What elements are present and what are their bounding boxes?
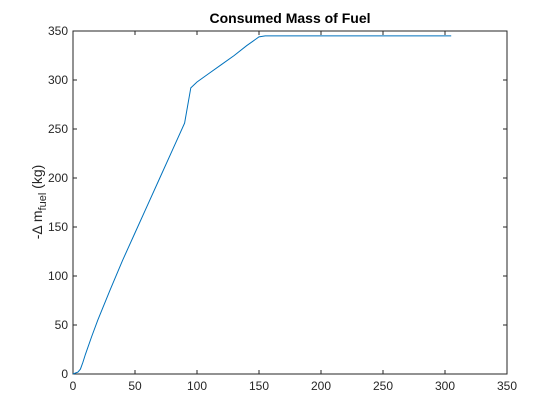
y-tick-label: 150 [48, 220, 68, 234]
y-axis-label-suffix: (kg) [29, 165, 45, 193]
y-tick-label: 0 [61, 367, 68, 381]
x-tick-label: 0 [70, 379, 77, 393]
x-tick-label: 100 [187, 379, 207, 393]
x-tick-label: 350 [497, 379, 517, 393]
y-axis-label-subscript: fuel [37, 193, 49, 211]
y-tick-label: 300 [48, 73, 68, 87]
x-tick-label: 250 [373, 379, 393, 393]
y-tick-label: 250 [48, 122, 68, 136]
y-tick-label: 200 [48, 171, 68, 185]
y-tick-label: 100 [48, 269, 68, 283]
y-axis-label-prefix: -Δ m [29, 210, 45, 239]
plot-area [73, 31, 507, 374]
chart-title: Consumed Mass of Fuel [209, 10, 370, 26]
y-tick-label: 50 [55, 318, 69, 332]
y-tick-label: 350 [48, 24, 68, 38]
x-tick-label: 300 [435, 379, 455, 393]
x-tick-label: 200 [311, 379, 331, 393]
x-tick-label: 50 [128, 379, 142, 393]
x-tick-label: 150 [249, 379, 269, 393]
